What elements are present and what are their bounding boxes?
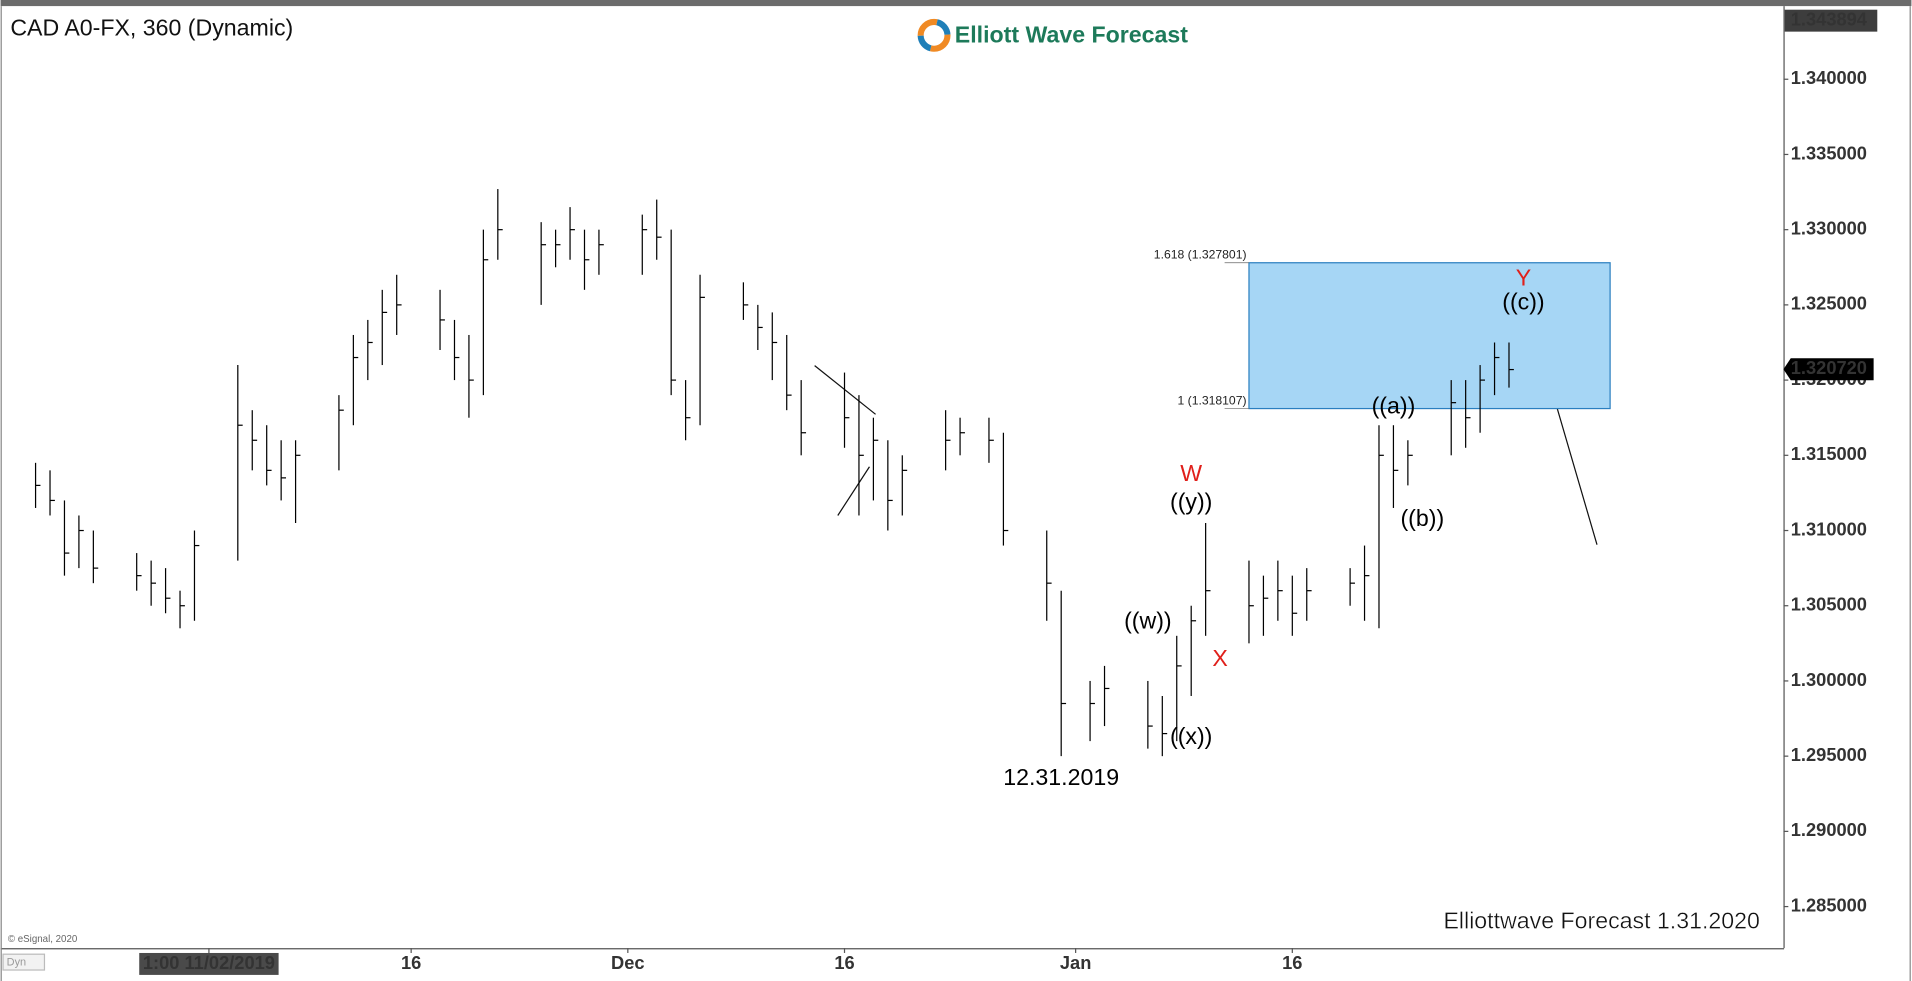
chart-title: CAD A0-FX, 360 (Dynamic) bbox=[10, 14, 293, 40]
max-price-label: 1.343894 bbox=[1791, 8, 1868, 29]
wave-label: X bbox=[1212, 645, 1227, 671]
y-tick-label: 1.290000 bbox=[1791, 819, 1867, 840]
logo-icon bbox=[917, 18, 951, 52]
y-tick-label: 1.335000 bbox=[1791, 142, 1867, 163]
logo: Elliott Wave Forecast bbox=[917, 18, 1188, 52]
logo-text: Elliott Wave Forecast bbox=[955, 22, 1188, 48]
cursor-box bbox=[139, 952, 279, 975]
fib-zone bbox=[1248, 262, 1611, 410]
y-tick-label: 1.310000 bbox=[1791, 518, 1867, 539]
y-tick-label: 1.285000 bbox=[1791, 894, 1867, 915]
x-tick-label: 16 bbox=[401, 952, 421, 973]
max-price-box bbox=[1784, 9, 1878, 32]
price-bars bbox=[34, 189, 1514, 757]
wave-label: W bbox=[1180, 460, 1202, 486]
triangle-line bbox=[837, 466, 870, 516]
wave-label: ((w)) bbox=[1124, 607, 1172, 633]
top-bar bbox=[0, 0, 1912, 7]
fib-label: 1.618 (1.327801) bbox=[1154, 248, 1247, 262]
y-tick-label: 1.305000 bbox=[1791, 594, 1867, 615]
y-tick-label: 1.330000 bbox=[1791, 217, 1867, 238]
wave-label: ((b)) bbox=[1400, 505, 1444, 531]
y-tick-label: 1.295000 bbox=[1791, 744, 1867, 765]
wave-label: ((y)) bbox=[1170, 489, 1212, 515]
y-tick-label: 1.340000 bbox=[1791, 67, 1867, 88]
y-tick-label: 1.315000 bbox=[1791, 443, 1867, 464]
wave-label: ((c)) bbox=[1502, 288, 1544, 314]
x-tick-label: 1:00 11/02/2019 bbox=[143, 952, 275, 973]
y-tick-label: 1.325000 bbox=[1791, 293, 1867, 314]
copyright: © eSignal, 2020 bbox=[8, 934, 78, 945]
wave-label: Y bbox=[1516, 264, 1531, 290]
y-tick-label: 1.300000 bbox=[1791, 669, 1867, 690]
corner-box bbox=[2, 953, 46, 971]
wave-label: ((a)) bbox=[1372, 392, 1416, 418]
fib-label: 1 (1.318107) bbox=[1178, 393, 1247, 407]
watermark: Elliottwave Forecast 1.31.2020 bbox=[1443, 908, 1759, 934]
x-tick-label: 16 bbox=[1282, 952, 1302, 973]
last-price-label: 1.320720 bbox=[1791, 357, 1867, 378]
wave-label: 12.31.2019 bbox=[1003, 764, 1119, 790]
last-price-box bbox=[1783, 358, 1874, 381]
x-tick-label: 16 bbox=[834, 952, 854, 973]
x-tick-label: Jan bbox=[1060, 952, 1091, 973]
wave-label: ((x)) bbox=[1170, 723, 1212, 749]
corner-label: Dyn bbox=[7, 957, 26, 969]
x-tick-label: Dec bbox=[611, 952, 645, 973]
